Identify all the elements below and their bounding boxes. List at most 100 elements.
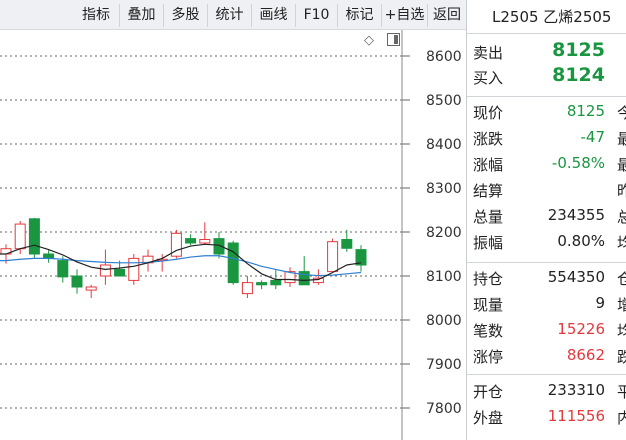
quote-row-label: 涨幅 bbox=[473, 156, 504, 174]
contract-title: L2505 乙烯2505 bbox=[467, 0, 626, 34]
kline-chart[interactable]: 8600 8500 8400 8300 8200 8100 8000 7900 7800 ◇ bbox=[0, 30, 466, 440]
quote-row-label: 现价 bbox=[473, 104, 504, 122]
price-axis-label: 7800 bbox=[426, 401, 462, 417]
candle-down bbox=[270, 279, 282, 286]
candle-down bbox=[71, 275, 83, 288]
candle-up bbox=[241, 282, 253, 295]
candle-down bbox=[185, 238, 197, 244]
quote-row-label: 结算 bbox=[473, 182, 504, 200]
candle-up bbox=[14, 223, 26, 250]
candle-down bbox=[114, 268, 126, 277]
mark-button[interactable]: 标记 bbox=[337, 4, 381, 27]
quote-row: 现量 9 增 bbox=[467, 294, 626, 319]
price-axis-label: 8000 bbox=[426, 313, 462, 329]
candle-up bbox=[199, 238, 211, 244]
candle-up bbox=[284, 271, 296, 284]
separator bbox=[467, 374, 626, 375]
f10-button[interactable]: F10 bbox=[295, 4, 337, 27]
separator bbox=[467, 96, 626, 97]
candle-up bbox=[128, 257, 140, 281]
multi-stock-button[interactable]: 多股 bbox=[163, 4, 207, 27]
quote-row-value: 9 bbox=[595, 294, 605, 312]
quote-row: 持仓 554350 仓 bbox=[467, 268, 626, 293]
kline-chart-canvas[interactable]: 8600 8500 8400 8300 8200 8100 8000 7900 7800 bbox=[0, 30, 466, 440]
quote-row-extra-label: 最 bbox=[617, 130, 626, 148]
quote-row-label: 持仓 bbox=[473, 270, 504, 288]
quote-row: 涨幅 -0.58% 最 bbox=[467, 154, 626, 179]
quote-row: 涨停 8662 跌 bbox=[467, 346, 626, 371]
candle-down bbox=[43, 253, 55, 259]
quote-row-label: 笔数 bbox=[473, 322, 504, 340]
diamond-icon[interactable]: ◇ bbox=[364, 33, 374, 48]
quote-row-extra-label: 跌 bbox=[617, 348, 626, 366]
candle-down bbox=[355, 249, 367, 266]
quote-row-label: 涨停 bbox=[473, 348, 504, 366]
price-axis-label: 8600 bbox=[426, 49, 462, 65]
candle-up bbox=[85, 286, 97, 291]
quote-row-label: 外盘 bbox=[473, 409, 504, 427]
quote-row-extra-label: 增 bbox=[617, 296, 626, 314]
quote-row-value: 111556 bbox=[547, 407, 605, 425]
bid-row: 买入 8124 bbox=[467, 64, 626, 92]
quote-row: 外盘 111556 内 bbox=[467, 407, 626, 432]
chart-toolbar: 指标 叠加 多股 统计 画线 F10 标记 +自选 返回 bbox=[0, 0, 466, 30]
quote-row-value: 8125 bbox=[566, 102, 605, 120]
quote-row: 现价 8125 今 bbox=[467, 102, 626, 127]
quote-row-extra-label: 昨 bbox=[617, 182, 626, 200]
quote-row-value: 8662 bbox=[566, 346, 605, 364]
quote-row: 结算 昨 bbox=[467, 180, 626, 205]
ask-row: 卖出 8125 bbox=[467, 39, 626, 67]
quote-row-label: 涨跌 bbox=[473, 130, 504, 148]
add-watchlist-button[interactable]: +自选 bbox=[381, 4, 427, 27]
draw-line-button[interactable]: 画线 bbox=[251, 4, 295, 27]
quote-row-value: 234355 bbox=[547, 206, 605, 224]
quote-row-value: 15226 bbox=[557, 320, 605, 338]
quote-panel: L2505 乙烯2505 卖出 8125 买入 8124 现价 8125 今涨跌 -4… bbox=[467, 0, 626, 440]
price-axis-label: 8300 bbox=[426, 181, 462, 197]
quote-row-extra-label: 最 bbox=[617, 156, 626, 174]
price-axis-label: 8500 bbox=[426, 93, 462, 109]
quote-row: 笔数 15226 均 bbox=[467, 320, 626, 345]
statistics-button[interactable]: 统计 bbox=[207, 4, 251, 27]
quote-row-label: 现量 bbox=[473, 296, 504, 314]
candle-down bbox=[298, 271, 310, 286]
candle-down bbox=[256, 282, 268, 286]
price-axis-label: 8100 bbox=[426, 269, 462, 285]
quote-row-label: 开仓 bbox=[473, 383, 504, 401]
quote-row-value: 0.80% bbox=[557, 232, 605, 250]
quote-row-value: -47 bbox=[580, 128, 606, 146]
overlay-button[interactable]: 叠加 bbox=[119, 4, 163, 27]
back-button[interactable]: 返回 bbox=[427, 4, 466, 27]
candle-down bbox=[227, 242, 239, 284]
quote-row-extra-label: 均 bbox=[617, 322, 626, 340]
candle-down bbox=[28, 218, 40, 255]
quote-row: 总量 234355 总 bbox=[467, 206, 626, 231]
quote-row: 振幅 0.80% 均 bbox=[467, 232, 626, 257]
bid-value: 8124 bbox=[552, 64, 605, 86]
quote-row-extra-label: 平 bbox=[617, 383, 626, 401]
candle-up bbox=[99, 264, 111, 277]
price-axis-label: 8400 bbox=[426, 137, 462, 153]
moving-average-black bbox=[0, 243, 362, 282]
quote-row-value: 554350 bbox=[547, 268, 605, 286]
quote-row: 涨跌 -47 最 bbox=[467, 128, 626, 153]
panel-divider bbox=[466, 0, 467, 440]
quote-row: 开仓 233310 平 bbox=[467, 381, 626, 406]
candle-down bbox=[57, 260, 69, 278]
panel-toggle-icon[interactable] bbox=[387, 33, 400, 50]
indicator-button[interactable]: 指标 bbox=[82, 7, 110, 23]
candle-down bbox=[213, 238, 225, 255]
candle-up bbox=[327, 241, 339, 273]
ask-value: 8125 bbox=[552, 39, 605, 61]
candle-down bbox=[341, 238, 353, 249]
price-axis-label: 7900 bbox=[426, 357, 462, 373]
ask-label: 卖出 bbox=[473, 44, 504, 62]
separator bbox=[467, 262, 626, 263]
quote-row-extra-label: 均 bbox=[617, 234, 626, 252]
bid-label: 买入 bbox=[473, 69, 504, 87]
quote-row-extra-label: 内 bbox=[617, 409, 626, 427]
price-axis-label: 8200 bbox=[426, 225, 462, 241]
quote-row-extra-label: 今 bbox=[617, 104, 626, 122]
candle-up bbox=[170, 232, 182, 257]
quote-row-label: 总量 bbox=[473, 208, 504, 226]
